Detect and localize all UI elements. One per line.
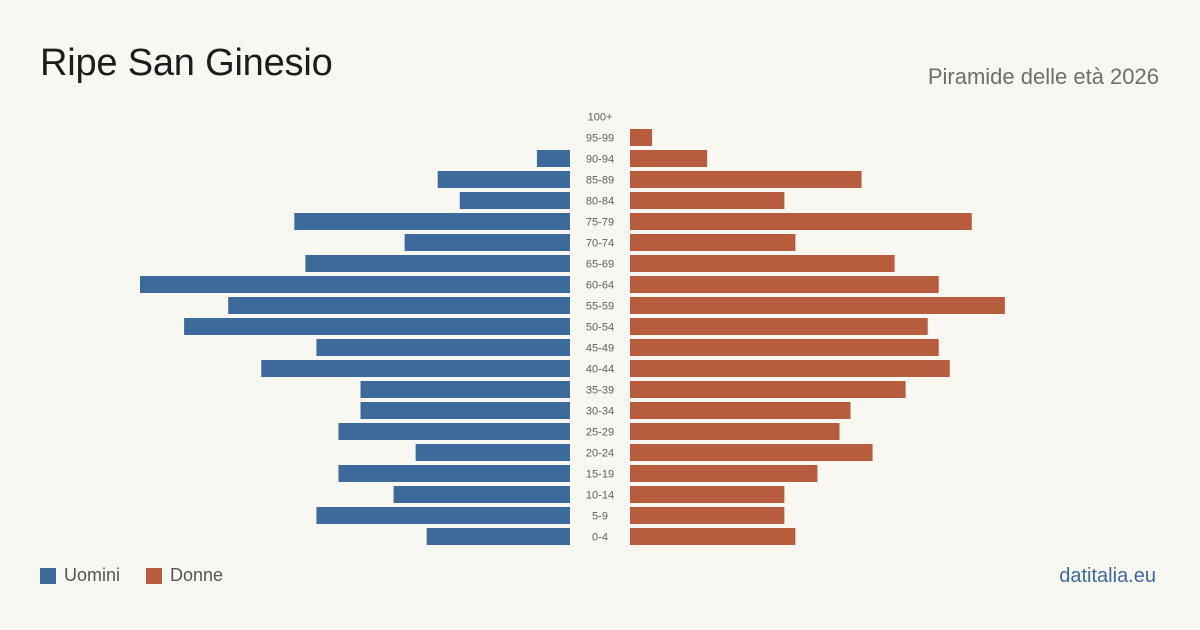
bar-women-45-49 [630, 339, 939, 356]
brand-link[interactable]: datitalia.eu [1059, 565, 1156, 587]
bar-men-20-24 [415, 444, 570, 461]
bar-women-75-79 [630, 213, 972, 230]
age-label-75-79: 75-79 [586, 217, 614, 229]
legend: Uomini Donne [40, 565, 249, 586]
age-label-20-24: 20-24 [586, 448, 614, 460]
bar-men-75-79 [294, 213, 570, 230]
bar-men-65-69 [305, 255, 570, 272]
bar-men-10-14 [393, 486, 570, 503]
bar-women-30-34 [630, 402, 851, 419]
age-label-50-54: 50-54 [586, 322, 614, 334]
bar-women-85-89 [630, 171, 862, 188]
age-label-15-19: 15-19 [586, 469, 614, 481]
age-label-95-99: 95-99 [586, 133, 614, 145]
bar-men-25-29 [338, 423, 570, 440]
bar-men-45-49 [316, 339, 570, 356]
bar-women-0-4 [630, 528, 796, 545]
legend-item-women: Donne [146, 565, 223, 586]
age-label-100plus: 100+ [588, 112, 613, 124]
bar-men-5-9 [316, 507, 570, 524]
bar-women-90-94 [630, 150, 708, 167]
bar-women-70-74 [630, 234, 796, 251]
age-label-35-39: 35-39 [586, 385, 614, 397]
age-label-65-69: 65-69 [586, 259, 614, 271]
legend-label-men: Uomini [64, 565, 121, 585]
age-label-5-9: 5-9 [592, 511, 608, 523]
age-label-55-59: 55-59 [586, 301, 614, 313]
bar-men-85-89 [437, 171, 570, 188]
bar-men-15-19 [338, 465, 570, 482]
age-label-80-84: 80-84 [586, 196, 614, 208]
bar-women-35-39 [630, 381, 906, 398]
age-label-45-49: 45-49 [586, 343, 614, 355]
bar-women-95-99 [630, 129, 653, 146]
bar-men-50-54 [184, 318, 570, 335]
legend-swatch-women [146, 567, 163, 584]
age-label-85-89: 85-89 [586, 175, 614, 187]
age-label-40-44: 40-44 [586, 364, 614, 376]
legend-swatch-men [40, 567, 56, 584]
bar-women-25-29 [630, 423, 840, 440]
age-label-25-29: 25-29 [586, 427, 614, 439]
bar-women-20-24 [630, 444, 873, 461]
age-label-70-74: 70-74 [586, 238, 614, 250]
bar-women-80-84 [630, 192, 785, 209]
bar-women-5-9 [630, 507, 785, 524]
bar-men-55-59 [228, 297, 570, 314]
age-label-90-94: 90-94 [586, 154, 614, 166]
bar-men-60-64 [140, 276, 570, 293]
bar-men-35-39 [360, 381, 570, 398]
age-label-60-64: 60-64 [586, 280, 614, 292]
bar-women-65-69 [630, 255, 895, 272]
bar-men-70-74 [404, 234, 570, 251]
bar-men-30-34 [360, 402, 570, 419]
legend-item-men: Uomini [40, 565, 120, 586]
age-label-0-4: 0-4 [592, 532, 608, 544]
bar-men-40-44 [261, 360, 570, 377]
bar-men-80-84 [459, 192, 570, 209]
age-label-10-14: 10-14 [586, 490, 614, 502]
bar-women-40-44 [630, 360, 950, 377]
chart-subtitle: Piramide delle età 2026 [927, 64, 1159, 89]
bar-men-0-4 [426, 528, 570, 545]
bar-men-90-94 [536, 150, 570, 167]
bar-women-15-19 [630, 465, 818, 482]
bar-women-60-64 [630, 276, 939, 293]
legend-label-women: Donne [170, 565, 224, 585]
bar-women-55-59 [630, 297, 1005, 314]
chart-title: Ripe San Ginesio [40, 42, 333, 84]
bar-women-10-14 [630, 486, 785, 503]
age-label-30-34: 30-34 [586, 406, 614, 418]
bar-women-50-54 [630, 318, 928, 335]
